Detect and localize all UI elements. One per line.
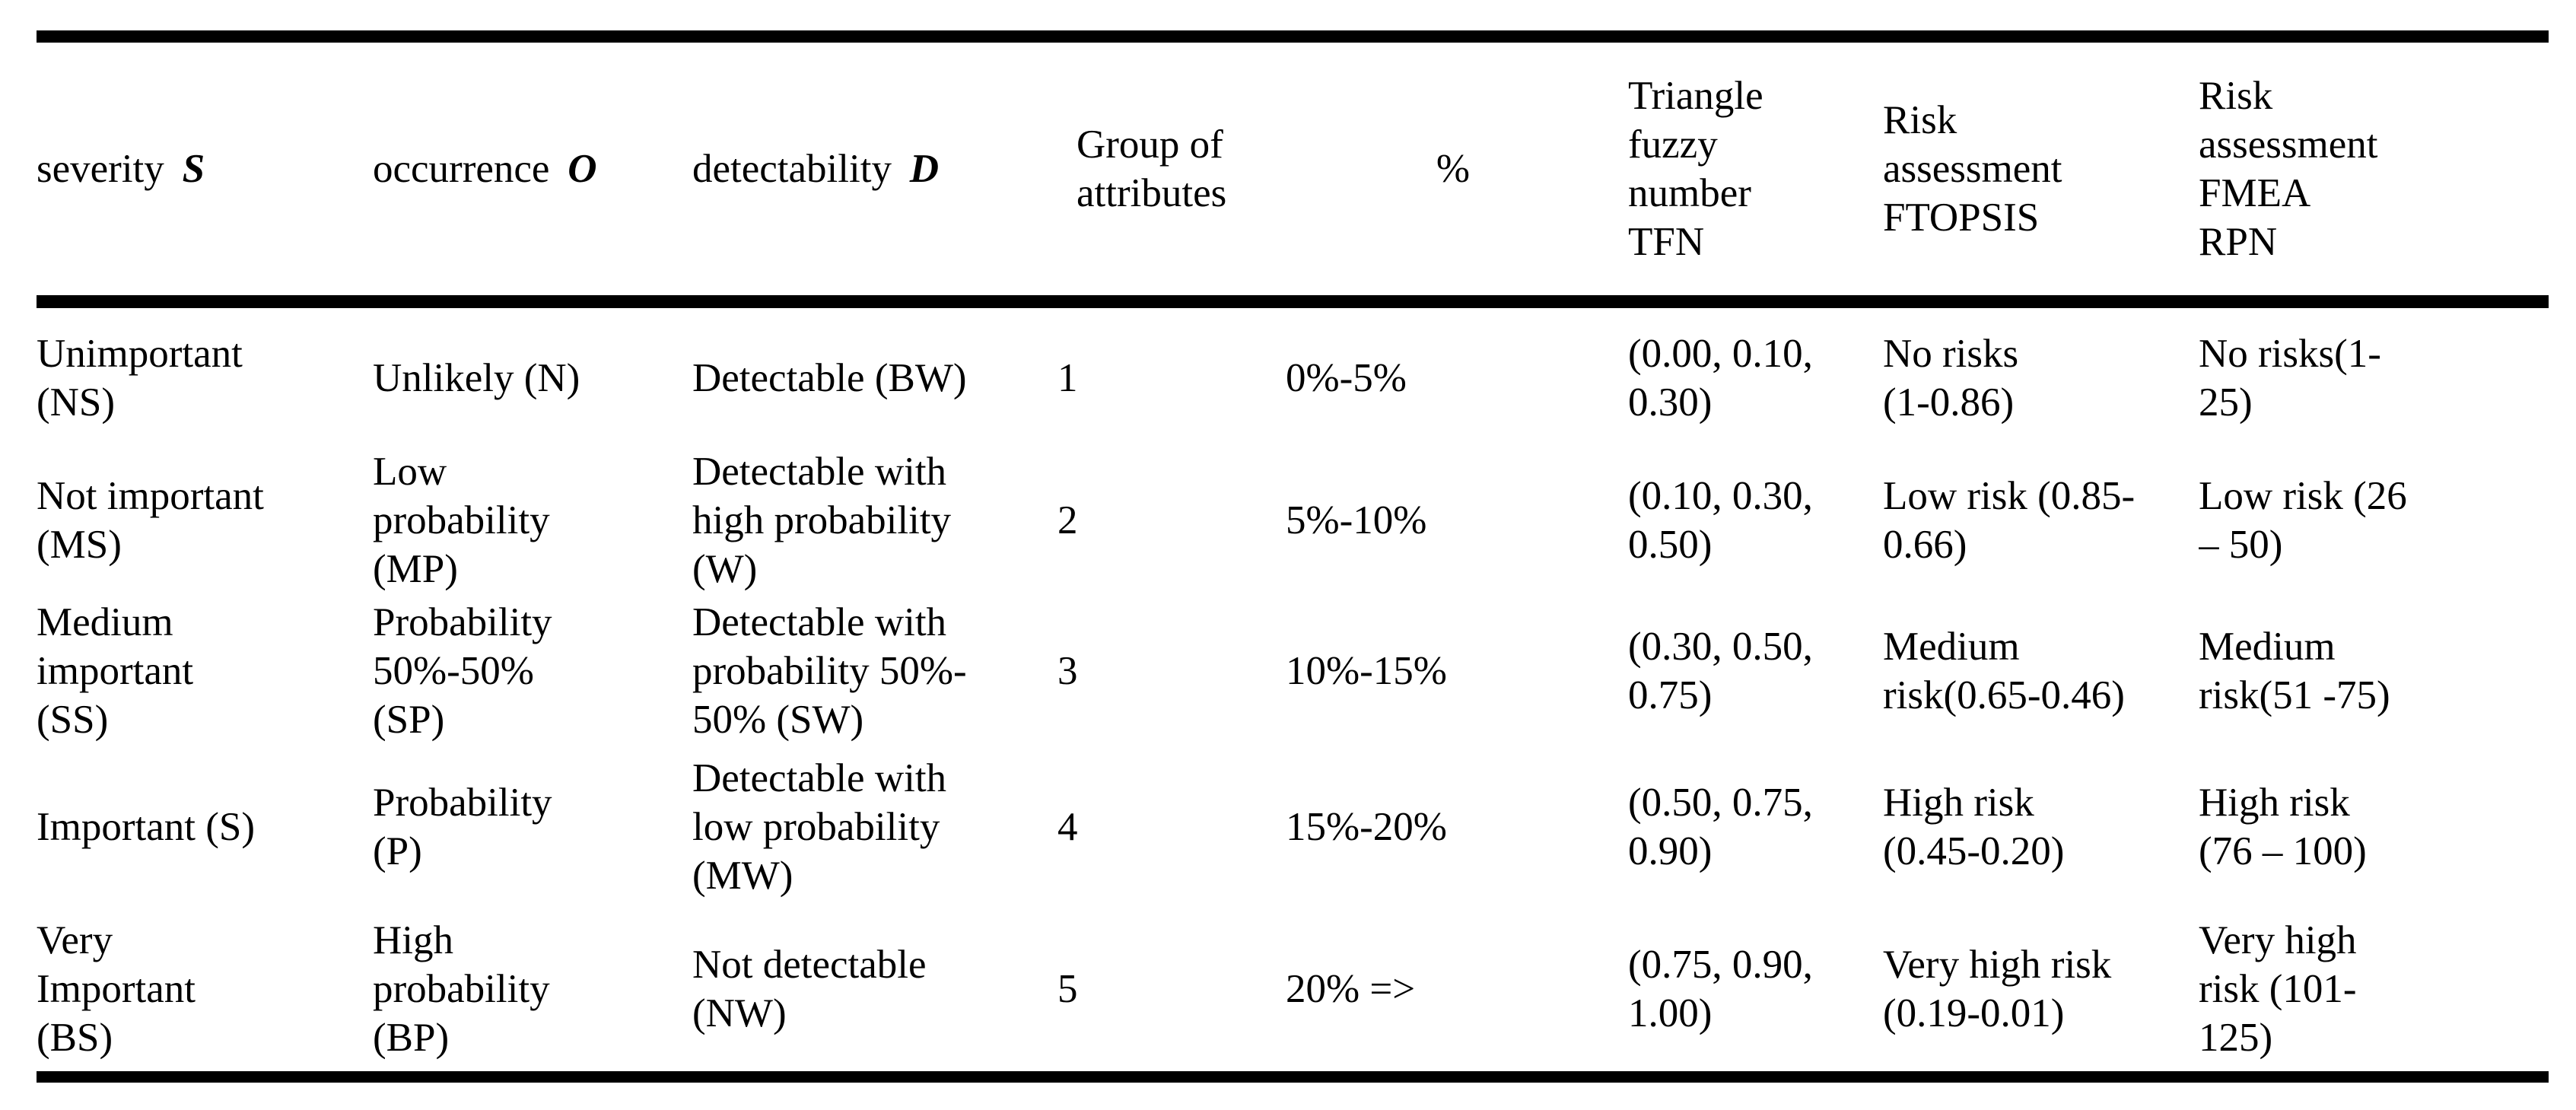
header-symbol-d: D xyxy=(909,147,940,191)
cell-tfn: (0.00, 0.10, 0.30) xyxy=(1628,331,1813,425)
header-ftopsis: Risk assessment FTOPSIS xyxy=(1883,37,2199,308)
table-container: severity S occurrence O detectability D Gro… xyxy=(37,30,2549,1083)
cell-severity: Medium important (SS) xyxy=(37,600,194,742)
header-symbol-s: S xyxy=(182,147,205,191)
cell-group-number: 3 xyxy=(1057,648,1078,693)
cell-occurrence: Probability 50%-50% (SP) xyxy=(373,600,552,742)
cell-group-number: 1 xyxy=(1057,355,1078,400)
header-group-of-attributes: Group of attributes xyxy=(1057,37,1286,308)
header-tfn: Triangle fuzzy number TFN xyxy=(1628,37,1883,308)
cell-percent-range: 5%-10% xyxy=(1286,498,1427,542)
cell-severity: Not important (MS) xyxy=(37,474,264,567)
table-header-row: severity S occurrence O detectability D Gro… xyxy=(37,37,2549,308)
cell-tfn: (0.10, 0.30, 0.50) xyxy=(1628,474,1813,567)
cell-detectability: Not detectable (NW) xyxy=(692,942,927,1035)
header-detectability: detectability D xyxy=(692,37,1057,308)
cell-occurrence: High probability (BP) xyxy=(373,918,550,1060)
cell-occurrence: Unlikely (N) xyxy=(373,355,580,400)
cell-tfn: (0.30, 0.50, 0.75) xyxy=(1628,624,1813,717)
cell-percent-range: 15%-20% xyxy=(1286,805,1447,849)
cell-severity: Very Important (BS) xyxy=(37,918,196,1060)
cell-fmea-rpn: No risks(1- 25) xyxy=(2199,331,2381,425)
cell-fmea-rpn: High risk (76 – 100) xyxy=(2199,781,2367,873)
table-row-group2: Not important (MS) Low probability (MP) … xyxy=(37,447,2549,593)
risk-assessment-table: severity S occurrence O detectability D Gro… xyxy=(37,30,2549,1083)
table-body: Unimportant (NS) Unlikely (N) Detectable… xyxy=(37,302,2549,1077)
table-row-group4: Important (S) Probability (P) Detectable… xyxy=(37,748,2549,906)
cell-group-number: 4 xyxy=(1057,805,1078,849)
cell-occurrence: Low probability (MP) xyxy=(373,450,550,591)
cell-severity: Unimportant (NS) xyxy=(37,331,243,425)
table-row-group3: Medium important (SS) Probability 50%-50… xyxy=(37,593,2549,748)
cell-ftopsis: Low risk (0.85- 0.66) xyxy=(1883,474,2136,567)
cell-ftopsis: High risk (0.45-0.20) xyxy=(1883,781,2065,873)
cell-group-number: 5 xyxy=(1057,966,1078,1011)
cell-percent-range: 0%-5% xyxy=(1286,355,1407,400)
cell-fmea-rpn: Low risk (26 – 50) xyxy=(2199,474,2407,567)
cell-detectability: Detectable with probability 50%- 50% (SW… xyxy=(692,600,967,742)
cell-occurrence: Probability (P) xyxy=(373,781,552,873)
header-label: severity xyxy=(37,147,164,191)
cell-ftopsis: No risks (1-0.86) xyxy=(1883,331,2019,425)
header-fmea-rpn: Risk assessment FMEA RPN xyxy=(2199,37,2549,308)
header-label: detectability xyxy=(692,147,892,191)
cell-severity: Important (S) xyxy=(37,805,256,849)
table-row-group1: Unimportant (NS) Unlikely (N) Detectable… xyxy=(37,302,2549,448)
header-label: occurrence xyxy=(373,147,550,191)
cell-fmea-rpn: Very high risk (101- 125) xyxy=(2199,918,2357,1060)
cell-fmea-rpn: Medium risk(51 -75) xyxy=(2199,624,2390,717)
cell-detectability: Detectable with high probability (W) xyxy=(692,450,952,591)
header-symbol-o: O xyxy=(568,147,597,191)
cell-tfn: (0.50, 0.75, 0.90) xyxy=(1628,781,1813,873)
header-percent: % xyxy=(1286,37,1628,308)
table-row-group5: Very Important (BS) High probability (BP… xyxy=(37,906,2549,1077)
cell-ftopsis: Medium risk(0.65-0.46) xyxy=(1883,624,2125,717)
cell-group-number: 2 xyxy=(1057,498,1078,542)
cell-tfn: (0.75, 0.90, 1.00) xyxy=(1628,942,1813,1035)
cell-percent-range: 20% => xyxy=(1286,966,1416,1011)
cell-detectability: Detectable (BW) xyxy=(692,355,967,400)
cell-percent-range: 10%-15% xyxy=(1286,648,1447,693)
header-severity: severity S xyxy=(37,37,373,308)
cell-detectability: Detectable with low probability (MW) xyxy=(692,756,947,898)
header-occurrence: occurrence O xyxy=(373,37,692,308)
cell-ftopsis: Very high risk (0.19-0.01) xyxy=(1883,942,2112,1035)
